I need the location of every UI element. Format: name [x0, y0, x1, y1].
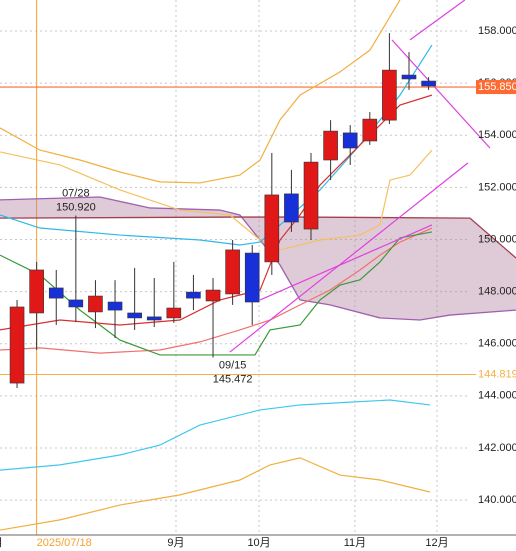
annotation-date: 07/28: [62, 187, 90, 199]
x-axis-bar: [0, 535, 516, 551]
candle-body: [166, 307, 182, 319]
annotation-value: 150.920: [56, 201, 96, 213]
y-tick-label: 148.000: [478, 286, 516, 298]
annotation-date: 09/15: [219, 359, 247, 371]
y-tick-label: 142.000: [478, 442, 516, 454]
candle-body: [264, 194, 280, 263]
y-tick-label: 150.000: [478, 233, 516, 245]
annotation-value: 145.472: [213, 373, 253, 385]
candle-body: [382, 69, 397, 121]
indicator-line: [259, 224, 433, 301]
x-tick-label: 2025/07/18: [37, 537, 92, 549]
candle-body: [127, 312, 142, 319]
candle-body: [48, 287, 64, 299]
cloud-line: [0, 196, 516, 321]
candle-body: [88, 295, 103, 313]
price-label: 155.850: [478, 81, 516, 93]
candle-body: [342, 132, 358, 149]
y-tick-label: 146.000: [478, 338, 516, 350]
x-tick-label: 11月: [344, 537, 366, 549]
price-label-box: [476, 80, 516, 95]
candle-body: [186, 291, 201, 299]
candle-body: [284, 193, 299, 223]
indicator-line: [0, 231, 433, 356]
cloud-line: [0, 216, 516, 259]
candle-body: [146, 316, 162, 321]
x-tick-label: 月: [0, 537, 3, 549]
indicator-line: [0, 0, 401, 184]
price-label: 144.819: [478, 368, 516, 380]
y-tick-label: 158.000: [478, 25, 516, 37]
y-tick-label: 140.000: [478, 494, 516, 506]
candle-body: [107, 301, 123, 311]
y-tick-label: 154.000: [478, 129, 516, 141]
y-tick-label: 152.000: [478, 181, 516, 193]
candle-body: [225, 249, 240, 295]
x-tick-label: 12月: [425, 537, 448, 549]
candle-body: [362, 118, 378, 142]
candle-body: [303, 161, 319, 230]
indicator-line: [0, 399, 431, 471]
candle-body: [244, 252, 260, 303]
candle-body: [68, 299, 84, 308]
x-tick-label: 10月: [247, 537, 270, 549]
indicator-line: [229, 162, 469, 353]
candle-body: [9, 306, 25, 384]
candle-body: [205, 289, 221, 302]
indicator-line: [409, 0, 466, 41]
candle-body: [421, 80, 436, 87]
x-tick-label: 9月: [167, 537, 184, 549]
y-tick-label: 144.000: [478, 390, 516, 402]
candle-body: [29, 269, 44, 314]
candle-body: [401, 74, 417, 80]
indicator-line: [0, 149, 433, 251]
indicator-line: [0, 457, 431, 531]
indicator-line: [391, 39, 491, 149]
candle-body: [323, 130, 338, 161]
